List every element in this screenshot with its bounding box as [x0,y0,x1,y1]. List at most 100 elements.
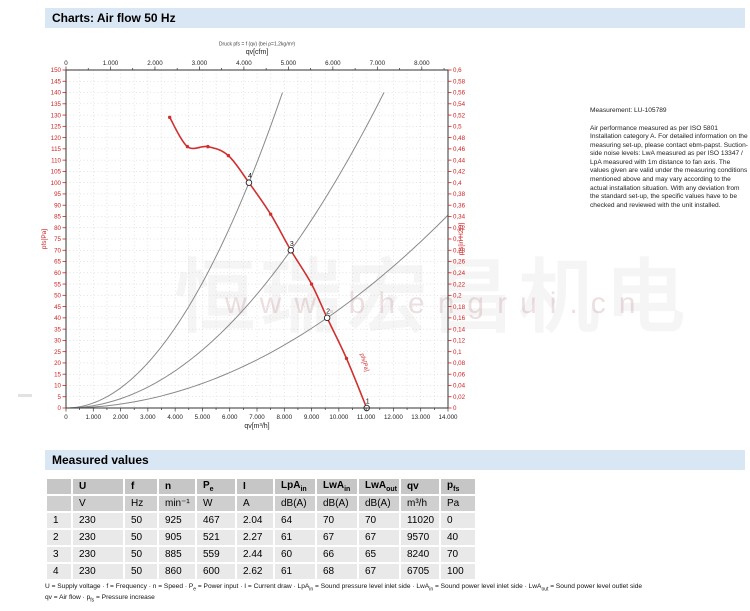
svg-text:70: 70 [54,247,61,254]
svg-text:80: 80 [54,225,61,232]
svg-text:pfs[in H2O]: pfs[in H2O] [458,223,465,256]
svg-text:65: 65 [54,259,61,266]
svg-text:5.000: 5.000 [281,60,297,67]
svg-text:0,48: 0,48 [453,135,466,142]
measured-values-title: Measured values [52,453,149,467]
svg-text:0,42: 0,42 [453,169,466,176]
svg-text:8.000: 8.000 [414,60,430,67]
system-curves [65,92,449,409]
svg-text:145: 145 [51,78,62,85]
svg-text:4.000: 4.000 [167,414,183,421]
svg-text:3: 3 [290,241,294,248]
svg-text:5.000: 5.000 [195,414,211,421]
svg-text:45: 45 [54,304,61,311]
svg-text:85: 85 [54,214,61,221]
grid [66,70,448,408]
svg-text:4: 4 [248,173,252,180]
footnote-line-1: U = Supply voltage · f = Frequency · n =… [45,583,643,593]
svg-text:0,18: 0,18 [453,304,466,311]
svg-text:0,28: 0,28 [453,247,466,254]
svg-text:0: 0 [64,414,68,421]
svg-text:0,12: 0,12 [453,338,466,345]
svg-text:110: 110 [51,157,61,164]
svg-text:0,24: 0,24 [453,270,466,277]
left-axis: 0 5 10 15 20 25 30 35 40 45 50 55 60 65 70 75 80 85 90 95 10… [41,67,66,412]
svg-text:20: 20 [54,360,61,367]
svg-text:100: 100 [51,180,62,187]
svg-text:0,36: 0,36 [453,202,466,209]
svg-text:pfs[Pa]: pfs[Pa] [41,229,48,249]
measurement-note-body: Air performance measured as per ISO 5801… [590,124,748,209]
svg-text:0,14: 0,14 [453,326,466,333]
svg-text:25: 25 [54,349,61,356]
svg-text:0,6: 0,6 [453,67,462,74]
svg-text:qv[m³/h]: qv[m³/h] [244,423,269,430]
svg-text:95: 95 [54,191,61,198]
svg-text:15: 15 [54,371,61,378]
table-row: 1 230 50 925 467 2.04 64 70 70 11020 0 [47,513,475,528]
svg-text:1.000: 1.000 [86,414,102,421]
svg-text:1.000: 1.000 [103,60,119,67]
svg-text:0: 0 [64,60,68,67]
svg-text:0,06: 0,06 [453,371,466,378]
svg-text:0: 0 [58,405,62,412]
svg-text:2: 2 [326,308,330,315]
page-title: Charts: Air flow 50 Hz [52,11,176,25]
svg-text:0,44: 0,44 [453,157,466,164]
svg-text:0,3: 0,3 [453,236,462,243]
svg-text:135: 135 [51,101,62,108]
svg-text:2.000: 2.000 [147,60,163,67]
section-header-charts: Charts: Air flow 50 Hz [45,8,745,28]
section-header-measured-values: Measured values [45,450,745,470]
svg-text:0,4: 0,4 [453,180,462,187]
svg-text:0,26: 0,26 [453,259,466,266]
svg-text:0,56: 0,56 [453,90,466,97]
svg-text:0,5: 0,5 [453,124,462,131]
svg-text:150: 150 [51,67,62,74]
table-row: 4 230 50 860 600 2.62 61 68 67 6705 100 [47,564,475,579]
svg-text:6.000: 6.000 [325,60,341,67]
svg-text:8.000: 8.000 [277,414,293,421]
svg-text:120: 120 [51,135,62,142]
svg-text:10: 10 [54,383,61,390]
svg-text:50: 50 [54,293,61,300]
svg-text:40: 40 [54,315,61,322]
svg-text:0,34: 0,34 [453,214,466,221]
decorative-mark [18,394,32,397]
svg-text:9.000: 9.000 [304,414,320,421]
table-row: 3 230 50 885 559 2.44 60 66 65 8240 70 [47,547,475,562]
fan-curve: pfs[Pa] [167,115,369,409]
svg-text:0,16: 0,16 [453,315,466,322]
fan-curve-label: pfs[Pa] [358,353,369,373]
svg-text:0,38: 0,38 [453,191,466,198]
table-row: 2 230 50 905 521 2.27 61 67 67 9570 40 [47,530,475,545]
svg-text:0,1: 0,1 [453,349,462,356]
svg-text:0,58: 0,58 [453,78,466,85]
svg-text:115: 115 [51,146,61,153]
svg-text:0,22: 0,22 [453,281,466,288]
svg-text:55: 55 [54,281,61,288]
svg-text:2.000: 2.000 [113,414,129,421]
svg-text:75: 75 [54,236,61,243]
svg-text:0,54: 0,54 [453,101,466,108]
svg-text:0,52: 0,52 [453,112,466,119]
svg-text:0,46: 0,46 [453,146,466,153]
operating-points: 1 2 3 4 [245,173,370,412]
svg-text:7.000: 7.000 [370,60,386,67]
bottom-axis: 0 1.000 2.000 3.000 4.000 5.000 6.000 7.000 8.00… [64,408,458,430]
svg-text:13.000: 13.000 [411,414,430,421]
svg-text:4.000: 4.000 [236,60,252,67]
svg-text:130: 130 [51,112,62,119]
svg-text:3.000: 3.000 [140,414,156,421]
right-axis: 0 0,02 0,04 0,06 0,08 0,1 0,12 0,14 0,16 0,18 0,2 0… [448,67,466,412]
measurement-id: Measurement: LU-105789 [590,107,667,114]
svg-text:qv[cfm]: qv[cfm] [246,49,269,56]
svg-text:3.000: 3.000 [192,60,208,67]
svg-text:11.000: 11.000 [357,414,376,421]
svg-text:90: 90 [54,202,61,209]
svg-text:105: 105 [51,169,62,176]
